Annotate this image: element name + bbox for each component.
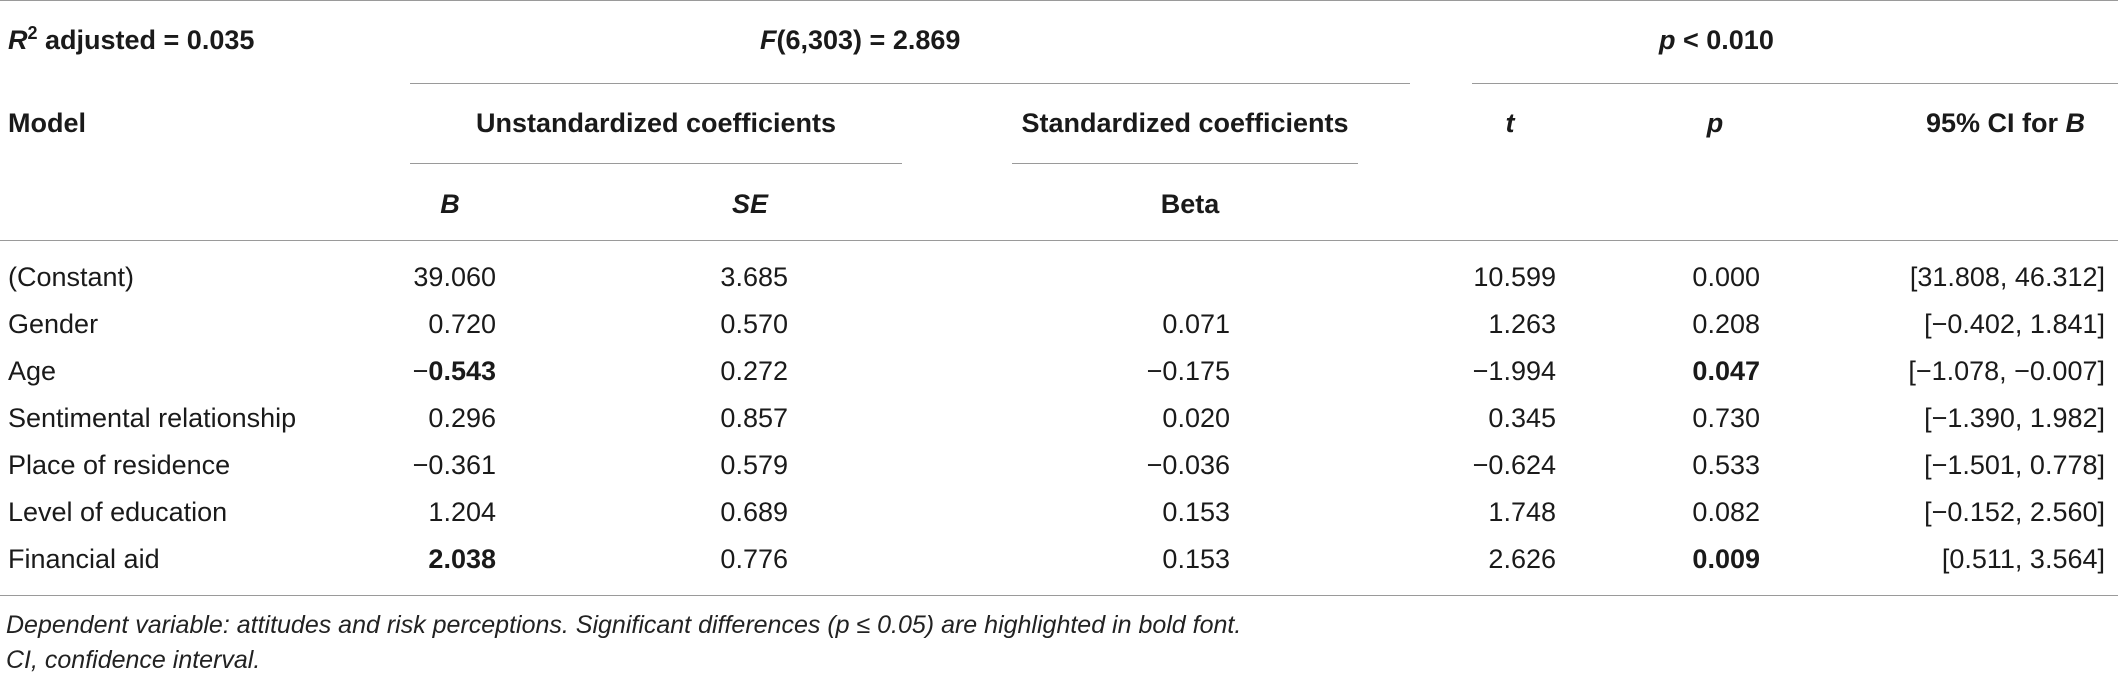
cell-p: 0.047 (1692, 356, 1760, 386)
column-beta: Beta (1160, 189, 1220, 219)
r2-r-symbol: R (8, 25, 28, 55)
cell-se: 0.579 (720, 450, 788, 480)
footnote-dependent-variable: Dependent variable: attitudes and risk p… (6, 611, 1242, 639)
cell-b-value: 0.543 (428, 356, 496, 386)
cell-b: −0.361 (412, 450, 496, 480)
cell-t: −0.624 (1472, 450, 1556, 480)
cell-t: −1.994 (1472, 356, 1556, 386)
cell-ci: [−1.078, −0.007] (1908, 356, 2105, 386)
unstandardized-rule (410, 163, 902, 164)
cell-se: 0.570 (720, 309, 788, 339)
row-label: Place of residence (8, 450, 231, 480)
cell-se: 0.776 (720, 544, 788, 574)
column-b: B (440, 189, 460, 219)
cell-b: 0.296 (428, 403, 496, 433)
cell-b: −0.543 (340, 355, 496, 387)
row-label: Age (8, 356, 57, 386)
column-ci-prefix: 95% CI for (1925, 108, 2066, 138)
cell-ci: [−1.390, 1.982] (1924, 403, 2105, 433)
row-label: Financial aid (8, 544, 160, 574)
cell-b: 2.038 (428, 544, 496, 574)
cell-beta: 0.153 (1162, 544, 1230, 574)
cell-se: 0.272 (720, 356, 788, 386)
cell-t: 2.626 (1488, 544, 1556, 574)
column-p: p (1706, 108, 1724, 138)
cell-t: 1.263 (1488, 309, 1556, 339)
cell-t: 10.599 (1473, 262, 1556, 292)
r2-adjusted-label: R2 adjusted = 0.035 (8, 24, 254, 56)
column-standardized: Standardized coefficients (1021, 108, 1349, 138)
cell-b: 1.204 (428, 497, 496, 527)
cell-ci: [−0.402, 1.841] (1924, 309, 2105, 339)
cell-ci: [31.808, 46.312] (1909, 262, 2105, 292)
cell-p: 0.009 (1692, 544, 1760, 574)
column-unstandardized: Unstandardized coefficients (475, 108, 837, 138)
body-bottom-rule (0, 595, 2118, 596)
cell-ci: [−1.501, 0.778] (1924, 450, 2105, 480)
header-rule-left (410, 83, 1410, 84)
cell-p: 0.533 (1692, 450, 1760, 480)
cell-t: 1.748 (1488, 497, 1556, 527)
body-top-rule (0, 240, 2118, 241)
cell-p: 0.082 (1692, 497, 1760, 527)
cell-beta: −0.175 (1146, 356, 1230, 386)
p-symbol: p (1659, 25, 1676, 55)
cell-beta: 0.071 (1162, 309, 1230, 339)
cell-se: 3.685 (720, 262, 788, 292)
r2-value-text: adjusted = 0.035 (37, 25, 255, 55)
cell-p: 0.000 (1692, 262, 1760, 292)
cell-p: 0.208 (1692, 309, 1760, 339)
row-label: (Constant) (8, 262, 135, 292)
row-label: Gender (8, 309, 99, 339)
cell-beta: 0.153 (1162, 497, 1230, 527)
r2-superscript: 2 (27, 23, 38, 43)
cell-ci: [−0.152, 2.560] (1924, 497, 2105, 527)
p-value-text: < 0.010 (1675, 25, 1774, 55)
column-t: t (1505, 108, 1515, 138)
cell-beta: 0.020 (1162, 403, 1230, 433)
cell-b: 39.060 (413, 262, 496, 292)
column-se: SE (731, 189, 769, 219)
cell-beta: −0.036 (1146, 450, 1230, 480)
header-rule-right (1472, 83, 2118, 84)
top-rule (0, 0, 2118, 1)
cell-t: 0.345 (1488, 403, 1556, 433)
footnote-ci-definition: CI, confidence interval. (6, 646, 261, 674)
column-ci-var: B (2065, 108, 2086, 138)
row-label: Sentimental relationship (8, 403, 297, 433)
column-model: Model (8, 108, 86, 138)
f-value-text: (6,303) = 2.869 (776, 25, 961, 55)
standardized-rule (1012, 163, 1358, 164)
cell-ci: [0.511, 3.564] (1941, 544, 2105, 574)
cell-b: 0.720 (428, 309, 496, 339)
cell-se: 0.689 (720, 497, 788, 527)
cell-p: 0.730 (1692, 403, 1760, 433)
f-statistic-label: F(6,303) = 2.869 (760, 24, 960, 56)
column-ci: 95% CI for B (1800, 107, 2085, 139)
row-label: Level of education (8, 497, 228, 527)
cell-se: 0.857 (720, 403, 788, 433)
cell-b-sign: − (412, 356, 429, 386)
f-symbol: F (760, 25, 777, 55)
p-threshold-label: p < 0.010 (1659, 24, 1774, 56)
